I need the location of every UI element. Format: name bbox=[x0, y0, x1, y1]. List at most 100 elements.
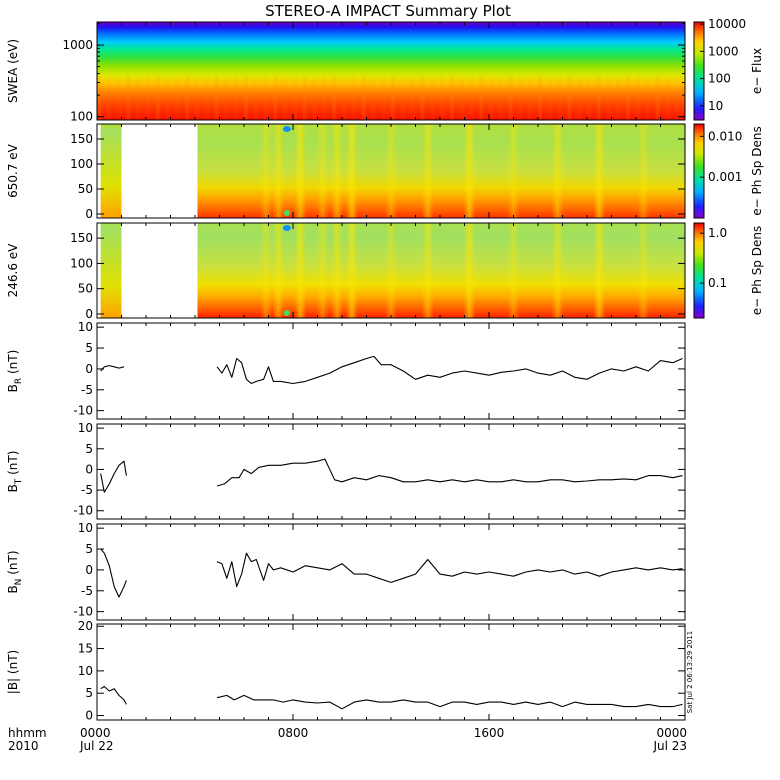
panel-babs-ytick-label: 0 bbox=[85, 709, 93, 723]
panel-br-series-line bbox=[100, 365, 125, 372]
panel-swea-texture bbox=[263, 75, 268, 120]
panel-pad246-streak bbox=[345, 223, 358, 318]
panel-pad246-spot bbox=[283, 310, 290, 316]
panel-swea-texture bbox=[342, 75, 346, 120]
panel-swea-texture bbox=[195, 75, 199, 120]
panel-pad246-spot bbox=[282, 225, 291, 231]
panel-pad650-ylabel: 650.7 eV bbox=[6, 143, 20, 198]
panel-br-ytick-label: 0 bbox=[85, 362, 93, 376]
figure-title: STEREO-A IMPACT Summary Plot bbox=[265, 2, 511, 20]
panel-swea-texture bbox=[302, 75, 307, 120]
panel-pad650: 0 50 100 150 0.001 0.010 e− Ph Sp Dens 650.7 eV bbox=[6, 123, 764, 221]
panel-pad246-colorbar-tick-label: 1.0 bbox=[708, 226, 727, 240]
x-date-label: Jul 22 bbox=[79, 739, 114, 753]
panel-bt-ytick-label: 5 bbox=[85, 442, 93, 456]
panel-pad650-streak bbox=[331, 124, 344, 218]
panel-swea-texture bbox=[175, 75, 180, 120]
panel-pad246-ytick-label: 50 bbox=[78, 282, 93, 296]
panel-pad650-streak bbox=[272, 124, 285, 218]
panel-swea-texture bbox=[489, 75, 493, 120]
panel-pad650-streak bbox=[345, 124, 358, 218]
panel-pad650-colorbar bbox=[693, 123, 705, 219]
panel-pad650-ytick-label: 0 bbox=[85, 207, 93, 221]
panel-pad650-streak bbox=[637, 124, 650, 218]
panel-swea-texture bbox=[498, 75, 503, 120]
panel-swea-texture bbox=[479, 75, 484, 120]
panel-bn: -10 -5 0 5 10 BN (nT) bbox=[6, 521, 686, 621]
panel-br-ytick-label: 10 bbox=[78, 320, 93, 334]
panel-pad246-streak bbox=[421, 223, 434, 318]
panel-pad650-streak bbox=[294, 124, 307, 218]
panel-pad650-streak bbox=[551, 124, 564, 218]
panel-swea-texture bbox=[244, 75, 248, 120]
panel-pad650-ytick-label: 100 bbox=[70, 157, 93, 171]
panel-swea-texture bbox=[371, 75, 376, 120]
panel-bt-ytick-label: 10 bbox=[78, 421, 93, 435]
x-corner-label: hhmm bbox=[8, 726, 47, 740]
panel-pad246-colorbar-tick-label: 0.1 bbox=[708, 276, 727, 290]
panel-swea-texture bbox=[312, 75, 317, 120]
panel-swea-texture bbox=[440, 75, 444, 120]
panel-swea-texture bbox=[97, 75, 101, 120]
x-corner-label: 2010 bbox=[8, 739, 39, 753]
panel-pad650-data-gap bbox=[121, 124, 198, 218]
panel-bn-ytick-label: 5 bbox=[85, 542, 93, 556]
panel-br-ylabel: BR (nT) bbox=[6, 350, 24, 393]
panel-pad246-data-gap bbox=[97, 223, 101, 318]
panel-swea-texture bbox=[587, 75, 591, 120]
panel-bn-ytick-label: 0 bbox=[85, 563, 93, 577]
panel-pad246-ytick-label: 100 bbox=[70, 256, 93, 270]
panel-babs-ytick-label: 10 bbox=[78, 664, 93, 678]
panel-swea-texture bbox=[165, 75, 170, 120]
panel-pad246-colorbar bbox=[693, 222, 705, 319]
panel-babs-series-line bbox=[100, 685, 127, 705]
panel-swea-texture bbox=[655, 75, 660, 120]
panel-br-series-line bbox=[216, 355, 683, 385]
panel-swea-texture bbox=[577, 75, 582, 120]
timestamp-label: Sat Jul 2 06:13:29 2011 bbox=[686, 631, 694, 714]
panel-br-ytick-label: 5 bbox=[85, 341, 93, 355]
panel-bn-ytick-label: 10 bbox=[78, 521, 93, 535]
panel-pad650-streak bbox=[593, 124, 606, 218]
panel-babs-ytick-label: 5 bbox=[85, 686, 93, 700]
panel-pad246-streak bbox=[272, 223, 285, 318]
panel-swea-ytick-label: 100 bbox=[70, 110, 93, 124]
panel-swea-colorbar bbox=[693, 21, 705, 121]
panel-br: -10 -5 0 5 10 BR (nT) bbox=[6, 320, 686, 420]
panel-swea-texture bbox=[469, 75, 474, 120]
panel-br-ytick-label: -10 bbox=[73, 404, 93, 418]
panel-swea-texture bbox=[106, 75, 111, 120]
panel-swea-texture bbox=[361, 75, 366, 120]
panel-bt-ylabel: BT (nT) bbox=[6, 451, 24, 493]
panel-babs-series-line bbox=[216, 694, 683, 710]
panel-bn-frame bbox=[96, 523, 686, 621]
panel-swea-texture bbox=[332, 75, 337, 120]
panel-swea-texture bbox=[636, 75, 640, 120]
panel-pad650-streak bbox=[385, 124, 397, 218]
panel-pad246-streak bbox=[463, 223, 476, 318]
panel-swea-texture bbox=[116, 75, 121, 120]
panel-pad246-data-gap bbox=[121, 223, 198, 318]
panel-pad650-streak bbox=[260, 124, 273, 218]
panel-swea-texture bbox=[253, 75, 258, 120]
panel-swea-texture bbox=[391, 75, 395, 120]
panel-swea-texture bbox=[449, 75, 454, 120]
panel-babs-ytick-label: 15 bbox=[78, 642, 93, 656]
panel-swea-spectrogram bbox=[97, 22, 685, 120]
panel-swea-texture bbox=[626, 75, 631, 120]
panel-babs-ytick-label: 20 bbox=[78, 619, 93, 633]
panel-swea-texture bbox=[185, 75, 190, 120]
panel-pad246-streak bbox=[260, 223, 273, 318]
panel-pad650-colorbar-tick-label: 0.010 bbox=[708, 129, 742, 143]
panel-swea-texture bbox=[567, 75, 572, 120]
panel-pad246-colorbar-label: e− Ph Sp Dens bbox=[750, 226, 764, 315]
panel-swea-texture bbox=[518, 75, 523, 120]
panel-swea-texture bbox=[528, 75, 533, 120]
panel-bn-ytick-label: -10 bbox=[73, 605, 93, 619]
panel-pad246-ytick-label: 150 bbox=[70, 231, 93, 245]
panel-swea-texture bbox=[293, 75, 297, 120]
panel-bt-series-line bbox=[216, 458, 683, 487]
panel-pad650-spot bbox=[283, 210, 290, 216]
panel-bn-series-line bbox=[100, 548, 127, 598]
